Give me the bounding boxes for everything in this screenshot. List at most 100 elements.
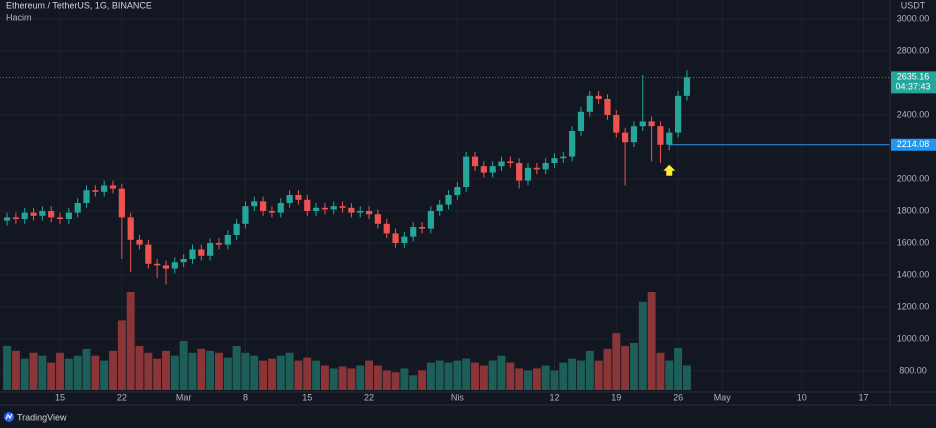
volume-bar <box>612 333 621 390</box>
volume-bar <box>603 348 612 390</box>
volume-bar <box>621 345 630 390</box>
y-tick-label: 1600.00 <box>897 237 930 247</box>
y-tick-label: 2000.00 <box>897 173 930 183</box>
candle-body <box>171 262 178 269</box>
volume-bar <box>56 352 65 390</box>
candle-body <box>622 132 629 143</box>
candle-body <box>154 263 161 266</box>
y-tick-label: 1400.00 <box>897 269 930 279</box>
volume-bar <box>303 357 312 390</box>
candle-body <box>392 233 399 243</box>
candle-body <box>365 211 373 215</box>
candle-body <box>569 131 576 157</box>
volume-bar <box>444 362 453 390</box>
volume-bar <box>29 352 38 390</box>
volume-bar <box>462 358 471 390</box>
y-tick-label: 1200.00 <box>897 301 930 311</box>
candle-body <box>330 206 337 210</box>
volume-layer <box>3 292 691 390</box>
candle-body <box>542 163 549 170</box>
volume-bar <box>267 358 276 390</box>
candle-body <box>507 161 514 163</box>
volume-bar <box>532 368 541 390</box>
y-tick-label: 800.00 <box>899 365 927 375</box>
y-tick-label: 3000.00 <box>897 13 930 23</box>
candle-body <box>30 212 37 216</box>
candle-body <box>666 132 673 145</box>
volume-bar <box>479 365 488 390</box>
volume-bar <box>285 352 294 390</box>
candle-body <box>657 126 664 145</box>
x-tick-label: 19 <box>611 392 621 402</box>
candle-body <box>268 211 276 213</box>
volume-bar <box>214 352 223 390</box>
volume-bar <box>356 365 365 390</box>
volume-bar <box>347 368 356 390</box>
candle-body <box>136 239 143 245</box>
volume-bar <box>638 301 647 390</box>
candle-body <box>480 166 487 173</box>
x-tick-label: 22 <box>117 392 127 402</box>
y-tick-label: 1000.00 <box>897 333 930 343</box>
candle-body <box>321 207 329 210</box>
candle-body <box>401 236 408 243</box>
volume-bar <box>232 345 241 390</box>
volume-bar <box>488 360 497 390</box>
volume-bar <box>135 345 144 390</box>
candle-body <box>198 249 205 256</box>
x-tick-label: May <box>714 392 732 402</box>
volume-bar <box>506 362 515 390</box>
candle-body <box>109 185 117 189</box>
last-price-box <box>891 71 936 94</box>
volume-bar <box>179 341 188 390</box>
volume-label: Hacim <box>6 12 32 22</box>
volume-bar <box>550 370 559 390</box>
x-tick-label: 12 <box>549 392 559 402</box>
currency-label: USDT <box>901 0 926 10</box>
candle-body <box>207 243 214 256</box>
x-tick-label: 15 <box>55 392 65 402</box>
candle-body <box>21 212 28 219</box>
brand: TradingView <box>17 412 67 422</box>
volume-bar <box>559 362 568 390</box>
candle-body <box>675 95 682 133</box>
volume-bar <box>382 370 391 390</box>
candle-body <box>639 121 646 127</box>
candle-body <box>162 265 170 269</box>
candle-body <box>348 207 355 213</box>
volume-bar <box>426 362 435 390</box>
candle-body <box>39 211 46 216</box>
brand-logo <box>4 412 14 422</box>
candle-body <box>357 211 364 213</box>
x-tick-label: 10 <box>797 392 807 402</box>
candle-body <box>48 211 55 218</box>
candle-body <box>471 156 479 167</box>
x-tick-label: Mar <box>176 392 192 402</box>
volume-bar <box>82 348 91 390</box>
candle-body <box>383 223 390 234</box>
candle-body <box>127 217 134 240</box>
volume-bar <box>418 370 427 390</box>
volume-bar <box>11 350 20 390</box>
candle-body <box>418 227 426 229</box>
candle-body <box>560 156 567 159</box>
candle-body <box>613 115 620 133</box>
volume-bar <box>91 355 100 390</box>
volume-bar <box>170 355 179 390</box>
candle-body <box>92 190 99 192</box>
volume-bar <box>117 320 126 390</box>
volume-bar <box>250 355 259 390</box>
candle-body <box>224 235 231 245</box>
volume-bar <box>144 352 153 390</box>
volume-bar <box>188 352 197 390</box>
x-tick-label: 26 <box>673 392 683 402</box>
volume-bar <box>524 370 532 390</box>
candle-body <box>454 187 461 195</box>
candle-body <box>374 214 381 224</box>
candle-body <box>83 190 90 203</box>
volume-bar <box>126 292 135 390</box>
candle-body <box>445 195 452 205</box>
candle-body <box>215 243 223 245</box>
